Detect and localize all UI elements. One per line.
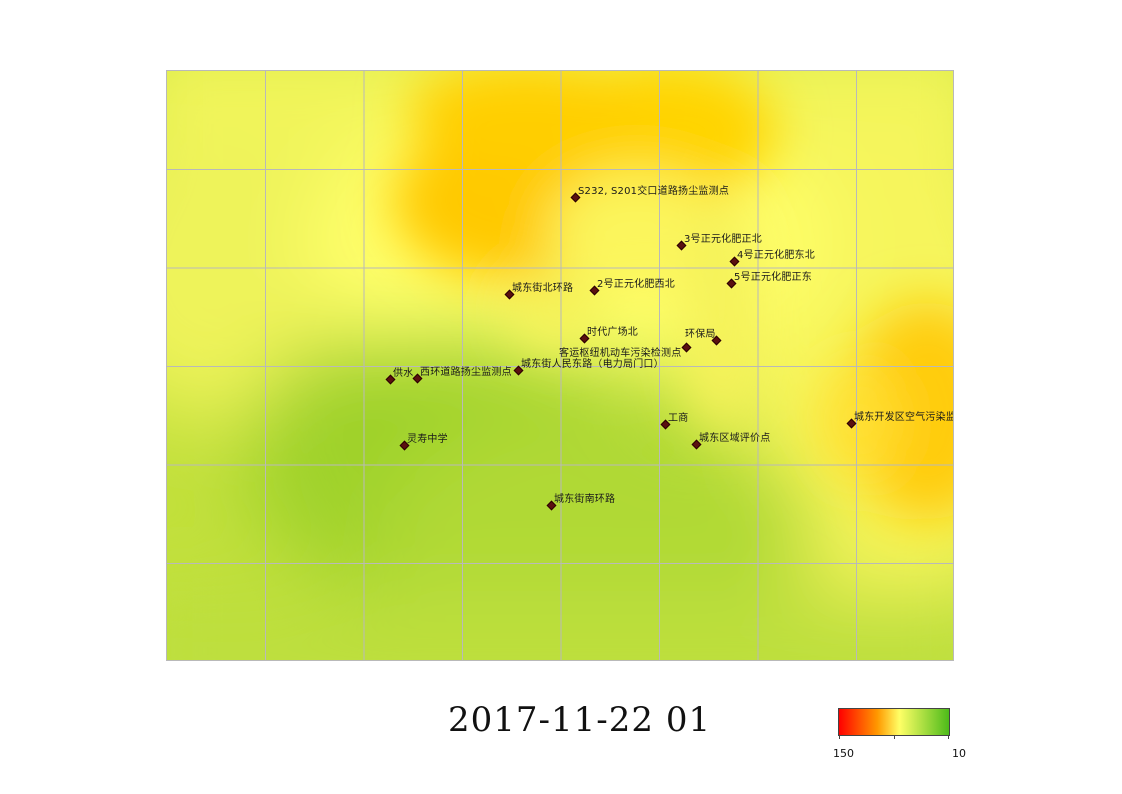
heatmap-surface	[167, 71, 953, 660]
station-label: 工商	[668, 413, 689, 424]
legend-min-label: 150	[833, 747, 854, 760]
station-label: 城东街人民东路（电力局门口）	[521, 359, 664, 370]
pollution-heatmap: S232, S201交口道路扬尘监测点 3号正元化肥正北 4号正元化肥东北 5号…	[166, 70, 954, 661]
legend-tick	[839, 735, 840, 739]
station-label: 城东开发区空气污染监测点	[854, 412, 953, 423]
legend-tick	[948, 735, 949, 739]
map-grid	[167, 71, 953, 660]
station-label: 灵寿中学	[407, 434, 448, 445]
station-label: 供水	[393, 368, 414, 379]
station-label: S232, S201交口道路扬尘监测点	[578, 186, 730, 197]
station-label: 3号正元化肥正北	[684, 234, 762, 245]
station-label: 5号正元化肥正东	[734, 272, 812, 283]
station-label: 环保局	[685, 329, 716, 340]
legend-max-label: 10	[952, 747, 966, 760]
timestamp-title: 2017-11-22 01	[448, 700, 712, 740]
station-label: 城东街北环路	[512, 283, 574, 294]
station-label: 西环道路扬尘监测点	[420, 367, 512, 378]
station-label: 客运枢纽机动车污染检测点	[559, 348, 682, 359]
station-label: 2号正元化肥西北	[597, 279, 675, 290]
station-label: 时代广场北	[587, 327, 638, 338]
color-legend	[838, 708, 950, 739]
station-label: 4号正元化肥东北	[737, 250, 815, 261]
station-label: 城东街南环路	[554, 494, 616, 505]
station-label: 城东区域评价点	[699, 433, 771, 444]
legend-tick	[894, 735, 895, 739]
